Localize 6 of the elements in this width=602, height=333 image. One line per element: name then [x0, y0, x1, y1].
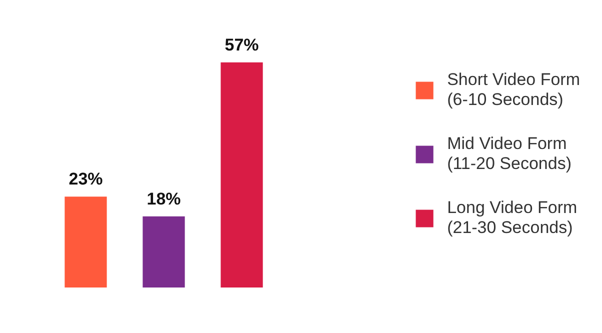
data-label: 18%	[146, 189, 181, 208]
legend-label: Short Video Form (6-10 Seconds)	[447, 70, 580, 110]
legend-label: Long Video Form (21-30 Seconds)	[447, 198, 578, 238]
data-label: 23%	[68, 170, 103, 189]
legend-label: Mid Video Form (11-20 Seconds)	[447, 134, 572, 174]
data-label: 57%	[224, 35, 259, 54]
